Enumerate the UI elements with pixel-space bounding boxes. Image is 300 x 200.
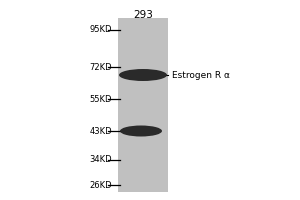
Text: Estrogen R α: Estrogen R α [172, 71, 230, 79]
Bar [118, 18, 168, 192]
Ellipse shape [120, 126, 162, 136]
Text: 34KD: 34KD [89, 156, 112, 164]
Text: 72KD: 72KD [89, 62, 112, 72]
Text: 293: 293 [133, 10, 153, 20]
Text: 55KD: 55KD [89, 95, 112, 104]
Text: 26KD: 26KD [89, 180, 112, 190]
Ellipse shape [119, 69, 167, 81]
Text: 95KD: 95KD [89, 25, 112, 34]
Text: 43KD: 43KD [89, 127, 112, 136]
